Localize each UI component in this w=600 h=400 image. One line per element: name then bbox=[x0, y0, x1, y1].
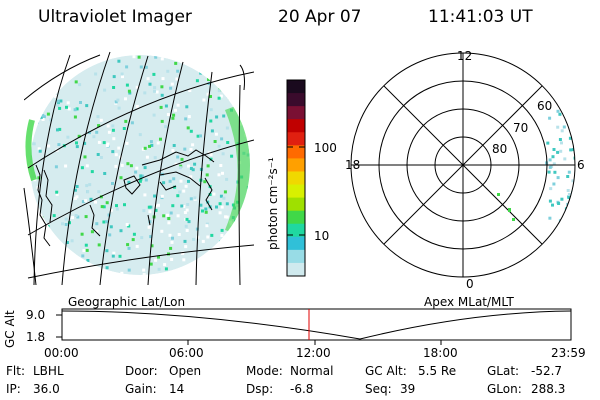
meridian-line bbox=[238, 84, 241, 285]
seq-label: Seq: bbox=[365, 382, 392, 396]
colorbar-swatch bbox=[287, 93, 305, 107]
colorbar-swatch bbox=[287, 171, 305, 186]
alt-ylabel: GC Alt bbox=[3, 310, 17, 348]
gain-label: Gain: bbox=[125, 382, 157, 396]
parallel-line bbox=[27, 71, 254, 169]
colorbar-swatch bbox=[287, 210, 305, 225]
seq-value: 39 bbox=[400, 382, 416, 396]
colorbar-swatch bbox=[287, 236, 305, 251]
alt-xtick-label: 18:00 bbox=[423, 346, 458, 360]
meridian-line bbox=[33, 54, 71, 285]
orbit-altitude-curve bbox=[61, 310, 572, 340]
colorbar-tick-label: 10 bbox=[314, 229, 329, 243]
colorbar-unit-label: photon cm⁻²s⁻¹ bbox=[266, 157, 280, 250]
glon-label: GLon: bbox=[487, 382, 522, 396]
geo-panel-label: Geographic Lat/Lon bbox=[68, 295, 186, 309]
image-date: 20 Apr 07 bbox=[278, 7, 362, 27]
colorbar-swatch bbox=[287, 119, 305, 133]
glat-value: -52.7 bbox=[531, 364, 563, 378]
colorbar-swatch bbox=[287, 132, 305, 146]
coastline bbox=[35, 164, 51, 247]
meridian-line bbox=[99, 55, 149, 285]
coastline bbox=[159, 171, 201, 187]
ip-label: IP: bbox=[6, 382, 21, 396]
altitude-timeline bbox=[56, 308, 572, 345]
auroral-spot bbox=[512, 218, 515, 221]
colorbar-swatch bbox=[287, 80, 305, 94]
mlt-label-noon: 12 bbox=[457, 49, 472, 63]
gc-alt-value: 5.5 Re bbox=[418, 364, 457, 378]
auroral-spot bbox=[508, 208, 511, 212]
meridian-line bbox=[147, 61, 184, 285]
door-label: Door: bbox=[125, 364, 158, 378]
colorbar-tick-label: 100 bbox=[314, 141, 337, 155]
limb-arc bbox=[239, 64, 245, 91]
dsp-label: Dsp: bbox=[246, 382, 274, 396]
mlt-label-midnight: 0 bbox=[466, 277, 474, 291]
mode-value: Normal bbox=[290, 364, 334, 378]
auroral-spot bbox=[497, 193, 500, 196]
dsp-value: -6.8 bbox=[290, 382, 314, 396]
colorbar-swatch bbox=[287, 262, 305, 277]
mlat-label-70: 70 bbox=[513, 121, 528, 135]
glat-label: GLat: bbox=[487, 364, 520, 378]
meridian-line bbox=[195, 71, 213, 285]
colorbar-swatch bbox=[287, 184, 305, 199]
alt-ytick-top: 9.0 bbox=[26, 308, 46, 322]
polar-diagonal bbox=[383, 85, 543, 245]
coastline bbox=[43, 169, 53, 223]
colorbar-swatch bbox=[287, 197, 305, 212]
coastline bbox=[89, 204, 101, 237]
alt-xtick-label: 00:00 bbox=[44, 346, 79, 360]
ip-value: 36.0 bbox=[33, 382, 60, 396]
coastline bbox=[159, 181, 177, 191]
left-limb-emission bbox=[25, 119, 37, 181]
glon-value: 288.3 bbox=[531, 382, 566, 396]
alt-xtick-label: 12:00 bbox=[296, 346, 331, 360]
alt-xtick-label: 06:00 bbox=[169, 346, 204, 360]
colorbar-swatch bbox=[287, 106, 305, 120]
door-value: Open bbox=[169, 364, 202, 378]
colorbar-swatch bbox=[287, 145, 305, 159]
parallel-line bbox=[27, 244, 254, 279]
gc-alt-label: GC Alt: bbox=[365, 364, 407, 378]
coastline bbox=[204, 177, 213, 211]
parallel-line bbox=[27, 139, 254, 236]
parallel-line bbox=[24, 54, 101, 101]
mlt-label-dawn: 6 bbox=[577, 158, 585, 172]
gain-value: 14 bbox=[169, 382, 185, 396]
filter-label: Flt: bbox=[6, 364, 25, 378]
colorbar bbox=[286, 79, 306, 277]
filter-value: LBHL bbox=[33, 364, 64, 378]
image-title: Ultraviolet Imager bbox=[38, 7, 192, 27]
alt-ytick-bottom: 1.8 bbox=[26, 330, 46, 344]
polar-panel-label: Apex MLat/MLT bbox=[424, 295, 514, 309]
coastline bbox=[147, 214, 151, 226]
coastline bbox=[123, 175, 141, 195]
alt-xtick-label: 23:59 bbox=[551, 346, 586, 360]
image-time: 11:41:03 UT bbox=[428, 7, 533, 27]
geo-image-panel bbox=[23, 51, 254, 286]
coastline bbox=[141, 149, 215, 166]
limb-arc bbox=[23, 187, 37, 286]
mode-label: Mode: bbox=[246, 364, 283, 378]
colorbar-swatch bbox=[287, 223, 305, 238]
mlat-label-80: 80 bbox=[492, 142, 507, 156]
meridian-line bbox=[61, 51, 111, 285]
colorbar-swatch bbox=[287, 158, 305, 172]
mlat-label-60: 60 bbox=[537, 99, 552, 113]
colorbar-swatch bbox=[287, 249, 305, 264]
polar-mlt-panel bbox=[350, 52, 576, 278]
mlt-label-dusk: 18 bbox=[345, 158, 360, 172]
